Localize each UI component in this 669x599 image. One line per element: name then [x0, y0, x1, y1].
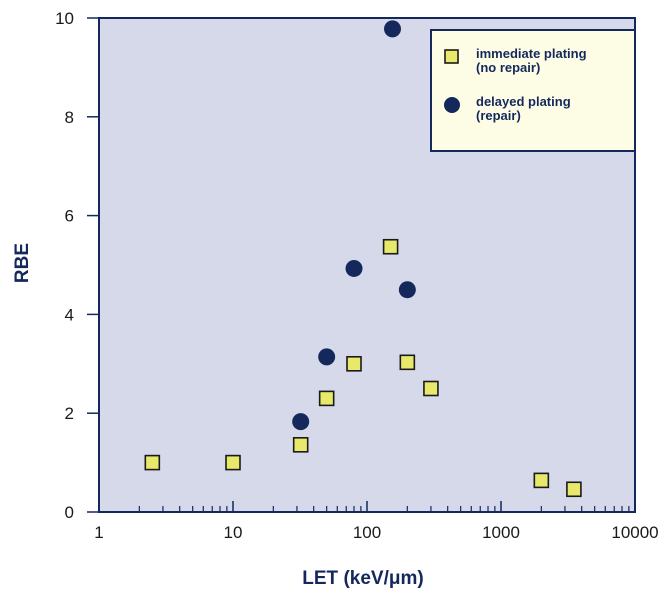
- y-tick-label: 0: [65, 503, 74, 522]
- data-points: [144, 20, 582, 498]
- x-tick-label: 1: [94, 523, 103, 542]
- square-data-point: [292, 437, 309, 453]
- square-data-point: [225, 454, 241, 471]
- y-tick-label: 8: [65, 108, 74, 127]
- x-tick-label: 1000: [482, 523, 520, 542]
- square-data-point: [318, 390, 335, 407]
- x-axis-minor-ticks: [138, 506, 630, 512]
- x-tick-label: 100: [353, 523, 381, 542]
- y-axis-tick-labels: 0 2 4 6 8 10: [55, 9, 74, 522]
- x-axis-major-ticks: [98, 501, 636, 512]
- circle-data-point: [398, 281, 416, 299]
- legend-square-marker: [444, 49, 459, 64]
- y-axis-ticks: [87, 17, 99, 513]
- square-data-point: [533, 472, 550, 489]
- legend-label: (repair): [476, 108, 521, 123]
- x-tick-label: 10000: [611, 523, 658, 542]
- circle-data-point: [384, 20, 402, 38]
- square-data-point: [399, 354, 416, 371]
- legend-box: [430, 29, 636, 152]
- square-data-point: [423, 380, 439, 397]
- y-tick-label: 10: [55, 9, 74, 28]
- x-tick-label: 10: [224, 523, 243, 542]
- legend-label: (no repair): [476, 60, 540, 75]
- square-data-point: [382, 238, 399, 255]
- circle-data-point: [318, 348, 336, 366]
- square-data-point: [566, 481, 582, 498]
- legend-label: immediate plating: [476, 46, 587, 61]
- legend-circle-marker: [444, 97, 460, 113]
- square-data-point: [346, 355, 362, 372]
- square-data-point: [144, 454, 161, 471]
- legend: immediate plating(no repair) delayed plat…: [430, 29, 636, 152]
- circle-data-point: [292, 413, 310, 431]
- circle-data-point: [345, 259, 363, 277]
- y-axis-title: RBE: [12, 243, 33, 283]
- legend-label: delayed plating: [476, 94, 571, 109]
- y-tick-label: 6: [65, 207, 74, 226]
- y-tick-label: 2: [65, 404, 74, 423]
- y-tick-label: 4: [65, 305, 74, 324]
- x-axis-tick-labels: 1 10 100 1000 10000: [94, 523, 658, 542]
- x-axis-title: LET (keV/μm): [302, 568, 423, 589]
